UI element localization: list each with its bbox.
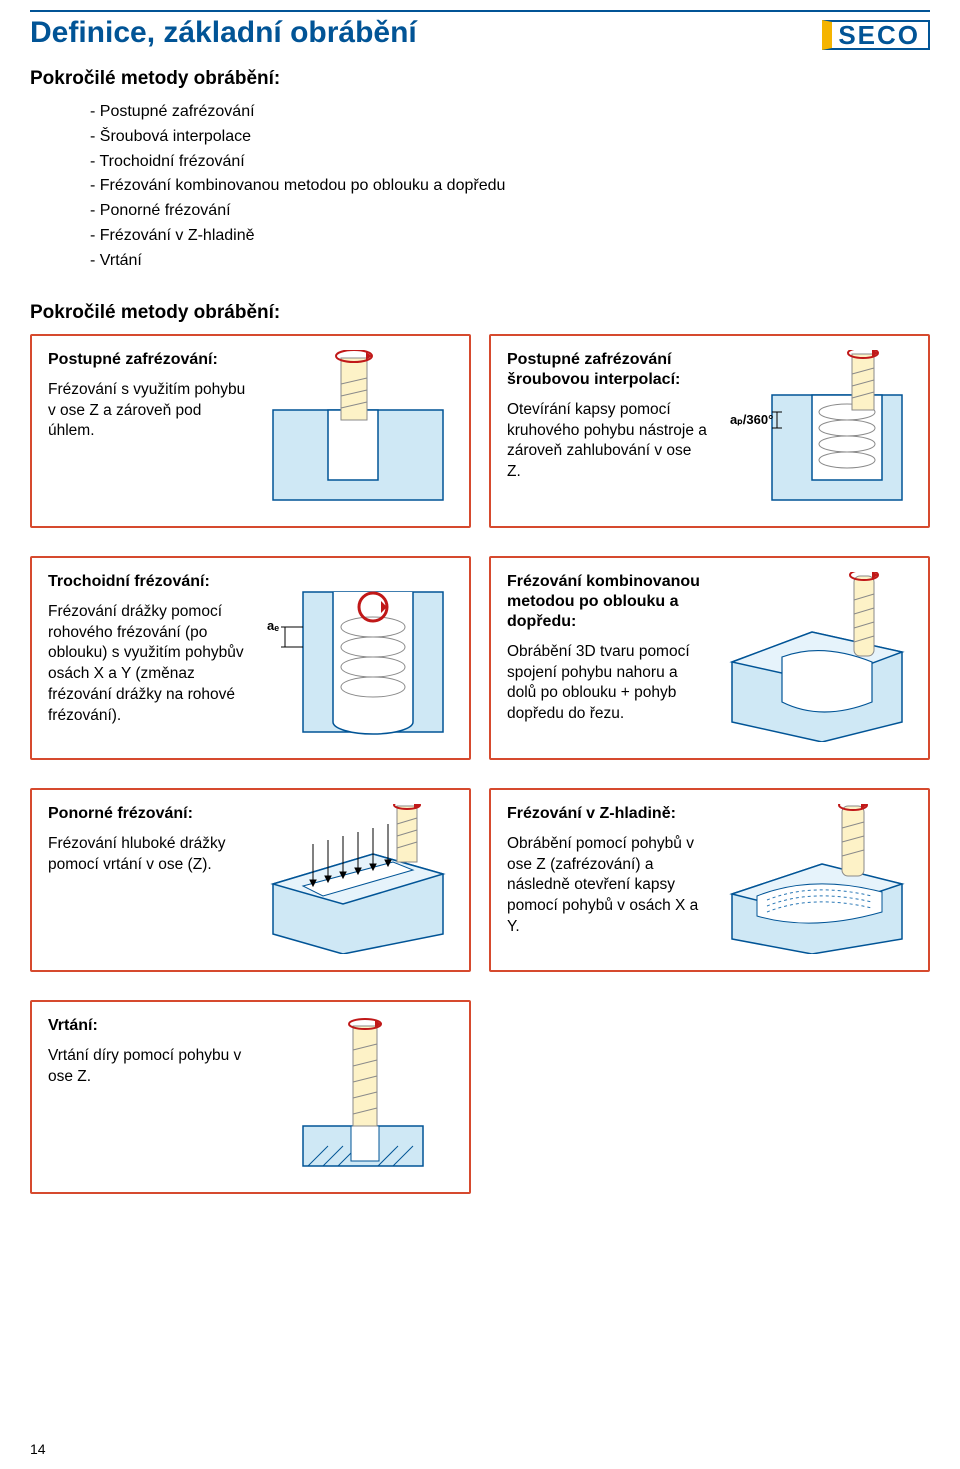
intro-heading: Pokročilé metody obrábění: bbox=[30, 68, 930, 90]
card-desc: Obrábění pomocí pohybů v ose Z (zafrézov… bbox=[507, 834, 708, 939]
card-desc: Otevírání kapsy pomocí kruhového pohybu … bbox=[507, 400, 708, 484]
plunge-figure bbox=[263, 804, 453, 954]
combo-figure bbox=[722, 572, 912, 742]
annotation-ae: aₑ bbox=[267, 618, 279, 633]
annotation-ap360: aₚ/360° bbox=[730, 412, 773, 427]
card-plunge: Ponorné frézování: Frézování hluboké drá… bbox=[30, 788, 471, 972]
card-zlevel: Frézování v Z-hladině: Obrábění pomocí p… bbox=[489, 788, 930, 972]
card-desc: Frézování hluboké drážky pomocí vrtání v… bbox=[48, 834, 249, 876]
card-row: Trochoidní frézování: Frézování drážky p… bbox=[30, 556, 930, 760]
list-item: - Postupné zafrézování bbox=[90, 100, 930, 125]
card-row: Vrtání: Vrtání díry pomocí pohybu v ose … bbox=[30, 1000, 930, 1194]
list-item: - Ponorné frézování bbox=[90, 199, 930, 224]
card-title: Vrtání: bbox=[48, 1016, 249, 1036]
page-title: Definice, základní obrábění bbox=[30, 16, 417, 50]
card-desc: Obrábění 3D tvaru pomocí spojení pohybu … bbox=[507, 642, 708, 726]
drilling-figure bbox=[263, 1016, 453, 1176]
zlevel-figure bbox=[722, 804, 912, 954]
list-item: - Frézování v Z-hladině bbox=[90, 224, 930, 249]
ramping-figure bbox=[263, 350, 453, 510]
top-bar: Definice, základní obrábění SECO bbox=[30, 10, 930, 50]
card-trochoidal: Trochoidní frézování: Frézování drážky p… bbox=[30, 556, 471, 760]
list-item: - Šroubová interpolace bbox=[90, 125, 930, 150]
card-helical: Postupné zafrézování šroubovou interpola… bbox=[489, 334, 930, 528]
card-combo: Frézování kombinovanou metodou po oblouk… bbox=[489, 556, 930, 760]
card-title: Postupné zafrézování šroubovou interpola… bbox=[507, 350, 708, 390]
card-title: Frézování kombinovanou metodou po oblouk… bbox=[507, 572, 708, 632]
trochoidal-figure: aₑ bbox=[263, 572, 453, 742]
card-desc: Vrtání díry pomocí pohybu v ose Z. bbox=[48, 1046, 249, 1088]
list-item: - Frézování kombinovanou metodou po oblo… bbox=[90, 174, 930, 199]
card-title: Postupné zafrézování: bbox=[48, 350, 249, 370]
card-ramping: Postupné zafrézování: Frézování s využit… bbox=[30, 334, 471, 528]
card-row: Ponorné frézování: Frézování hluboké drá… bbox=[30, 788, 930, 972]
intro-bullet-list: - Postupné zafrézování - Šroubová interp… bbox=[90, 100, 930, 274]
card-title: Trochoidní frézování: bbox=[48, 572, 249, 592]
list-item: - Trochoidní frézování bbox=[90, 150, 930, 175]
second-heading: Pokročilé metody obrábění: bbox=[30, 302, 930, 324]
helical-figure: aₚ/360° bbox=[722, 350, 912, 510]
list-item: - Vrtání bbox=[90, 249, 930, 274]
card-title: Frézování v Z-hladině: bbox=[507, 804, 708, 824]
card-desc: Frézování drážky pomocí rohového frézová… bbox=[48, 602, 249, 728]
card-drilling: Vrtání: Vrtání díry pomocí pohybu v ose … bbox=[30, 1000, 471, 1194]
seco-logo: SECO bbox=[822, 20, 930, 50]
card-desc: Frézování s využitím pohybu v ose Z a zá… bbox=[48, 380, 249, 443]
card-row: Postupné zafrézování: Frézování s využit… bbox=[30, 334, 930, 528]
card-title: Ponorné frézování: bbox=[48, 804, 249, 824]
page-number: 14 bbox=[30, 1441, 46, 1457]
